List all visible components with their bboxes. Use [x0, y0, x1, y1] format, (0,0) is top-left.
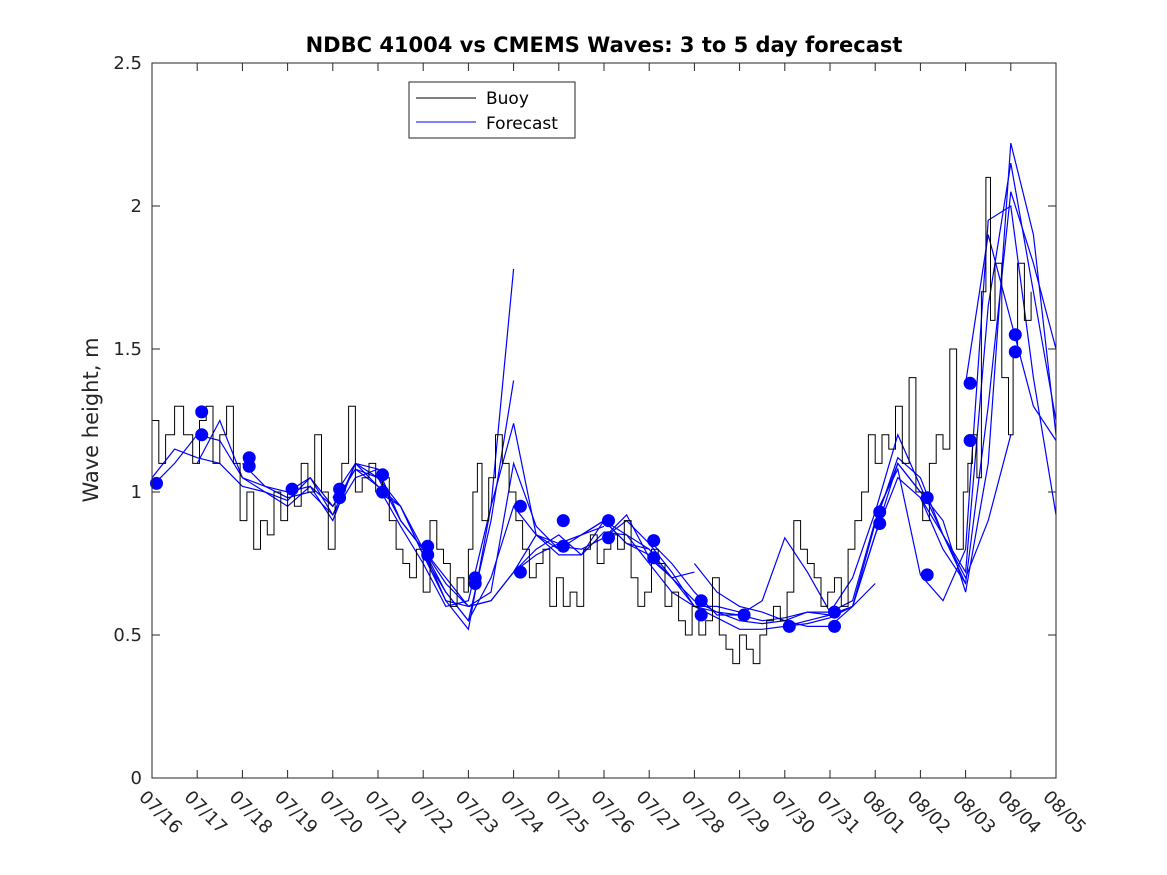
forecast-point-25	[782, 619, 796, 633]
forecast-point-22	[694, 594, 708, 608]
forecast-point-34	[1008, 328, 1022, 342]
forecast-point-31	[920, 568, 934, 582]
forecast-point-5	[285, 482, 299, 496]
forecast-point-35	[1008, 345, 1022, 359]
forecast-point-29	[873, 517, 887, 530]
forecast-line-2	[196, 419, 560, 608]
forecast-point-30	[920, 491, 934, 505]
forecast-point-27	[828, 619, 841, 633]
forecast-point-13	[468, 577, 482, 590]
y-tick-label-2: 1	[131, 482, 142, 503]
buoy-line-group	[152, 176, 1032, 665]
forecast-point-32	[963, 376, 977, 390]
y-tick-label-5: 2.5	[113, 53, 142, 74]
forecast-point-23	[694, 608, 708, 622]
forecast-point-7	[333, 491, 347, 505]
forecast-line-15	[919, 162, 1057, 574]
buoy-line	[152, 176, 1032, 665]
y-tick-label-1: 0.5	[113, 625, 142, 646]
forecast-point-17	[556, 539, 570, 553]
y-tick-label-3: 1.5	[113, 339, 142, 360]
y-axis-ticks: 0 0.5 1 1.5 2 2.5	[113, 53, 1056, 789]
forecast-point-33	[963, 434, 977, 447]
forecast-line-13	[829, 142, 1057, 613]
y-tick-label-0: 0	[131, 768, 142, 789]
legend-forecast-label: Forecast	[486, 114, 558, 134]
forecast-point-2	[195, 428, 209, 442]
y-axis-label: Wave height, m	[79, 337, 103, 502]
forecast-line-4	[287, 468, 650, 622]
plot-area	[152, 63, 1056, 778]
forecast-line-16	[965, 234, 1057, 441]
forecast-point-19	[602, 531, 615, 545]
y-tick-label-4: 2	[131, 196, 142, 217]
forecast-point-11	[421, 548, 435, 562]
forecast-points	[150, 328, 1022, 633]
forecast-point-15	[513, 565, 527, 579]
forecast-point-4	[242, 459, 256, 473]
forecast-point-9	[376, 485, 389, 499]
legend-box	[408, 81, 576, 139]
forecast-point-21	[647, 551, 661, 565]
forecast-point-24	[737, 608, 751, 622]
chart-title: NDBC 41004 vs CMEMS Waves: 3 to 5 day fo…	[306, 33, 903, 57]
legend: Buoy Forecast	[408, 81, 576, 139]
forecast-point-26	[828, 605, 841, 619]
forecast-point-1	[195, 405, 209, 419]
forecast-point-8	[376, 468, 389, 482]
forecast-point-20	[647, 534, 661, 548]
forecast-point-18	[602, 514, 615, 528]
legend-buoy-label: Buoy	[486, 89, 529, 109]
forecast-point-16	[556, 514, 570, 528]
forecast-point-28	[873, 505, 887, 519]
forecast-point-14	[513, 499, 527, 513]
forecast-point-0	[150, 476, 163, 490]
